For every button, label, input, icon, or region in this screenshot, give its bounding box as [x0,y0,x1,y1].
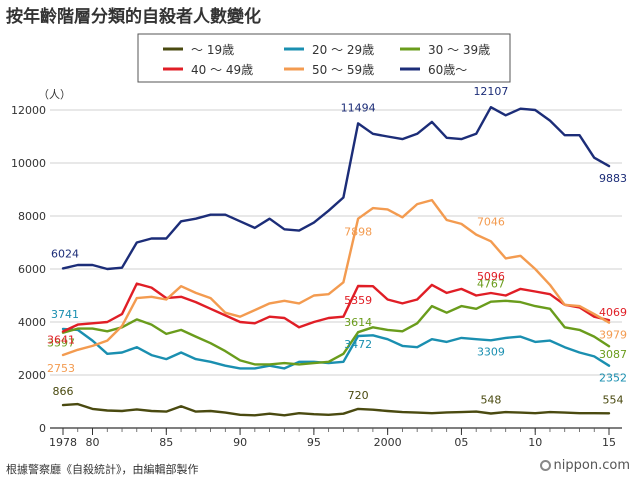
series-line-0 [61,402,611,417]
data-label: 3641 [47,334,75,347]
data-label: 5359 [344,294,372,307]
series-lines [61,105,611,417]
series-line-4 [61,198,611,357]
chart-title: 按年齡階層分類的自殺者人數變化 [6,7,261,27]
x-tick-label: 85 [159,436,173,449]
data-label: 6024 [51,247,79,260]
legend-label: 60歳〜 [428,63,467,77]
brand-logo[interactable]: nippon.com [539,458,630,473]
data-label: 7898 [344,226,372,239]
y-tick-label: 10000 [11,157,46,170]
y-axis-label: （人） [38,88,71,101]
source-note: 根據警察廳《自殺統計》，由編輯部製作 [6,463,199,476]
gridlines [50,109,622,376]
legend-label: 40 〜 49歳 [191,63,253,77]
y-tick-label: 6000 [18,263,46,276]
x-tick-label: 2000 [374,436,402,449]
y-tick-label: 12000 [11,104,46,117]
data-label: 3309 [477,345,505,358]
data-labels: 866 720 548 554 3741 3472 3309 2352 3597 3614 4767… [47,85,627,406]
data-label: 548 [480,393,501,406]
x-tick-label: 90 [233,436,247,449]
data-label: 866 [53,385,74,398]
y-tick-label: 0 [39,422,46,435]
x-tick-label: 1978 [49,436,77,449]
y-tick-label: 4000 [18,316,46,329]
x-tick-label: 05 [454,436,468,449]
data-label: 3597 [47,337,75,350]
legend-label: 30 〜 39歳 [428,43,490,57]
legend-label: 50 〜 59歳 [312,63,374,77]
data-label: 9883 [599,172,627,185]
data-label: 3741 [51,308,79,321]
data-label: 720 [348,389,369,402]
series-line-2 [61,299,611,366]
legend-box [137,33,511,83]
y-tick-label: 2000 [18,369,46,382]
x-tick-label: 95 [307,436,321,449]
data-label: 12107 [473,85,508,98]
x-tick-label: 15 [602,436,616,449]
series-line-1 [61,327,611,370]
x-tick-label: 80 [86,436,100,449]
axes: 0 2000 4000 6000 8000 10000 12000 （人） 1978 80 85 90… [11,88,622,449]
series-line-3 [61,282,611,333]
data-label: 3614 [344,316,372,329]
data-label: 7046 [477,215,505,228]
data-label: 3087 [599,348,627,361]
data-label: 11494 [341,101,376,114]
legend-label: 20 〜 29歳 [312,43,374,57]
data-label: 4767 [477,278,505,291]
brand-text: nippon.com [553,458,630,473]
brand-mark-icon [539,460,551,471]
x-tick-label: 10 [528,436,542,449]
data-label: 554 [603,393,624,406]
series-line-5 [61,105,611,271]
data-label: 3979 [599,329,627,342]
legend: 〜 19歳 20 〜 29歳 30 〜 39歳 40 〜 49歳 50 〜 59歳 60歳… [137,33,511,83]
legend-label: 〜 19歳 [191,43,234,57]
data-label: 5096 [477,270,505,283]
data-label: 2352 [599,372,627,385]
data-label: 2753 [47,362,75,375]
y-tick-label: 8000 [18,210,46,223]
data-label: 4069 [599,306,627,319]
data-label: 3472 [344,338,372,351]
